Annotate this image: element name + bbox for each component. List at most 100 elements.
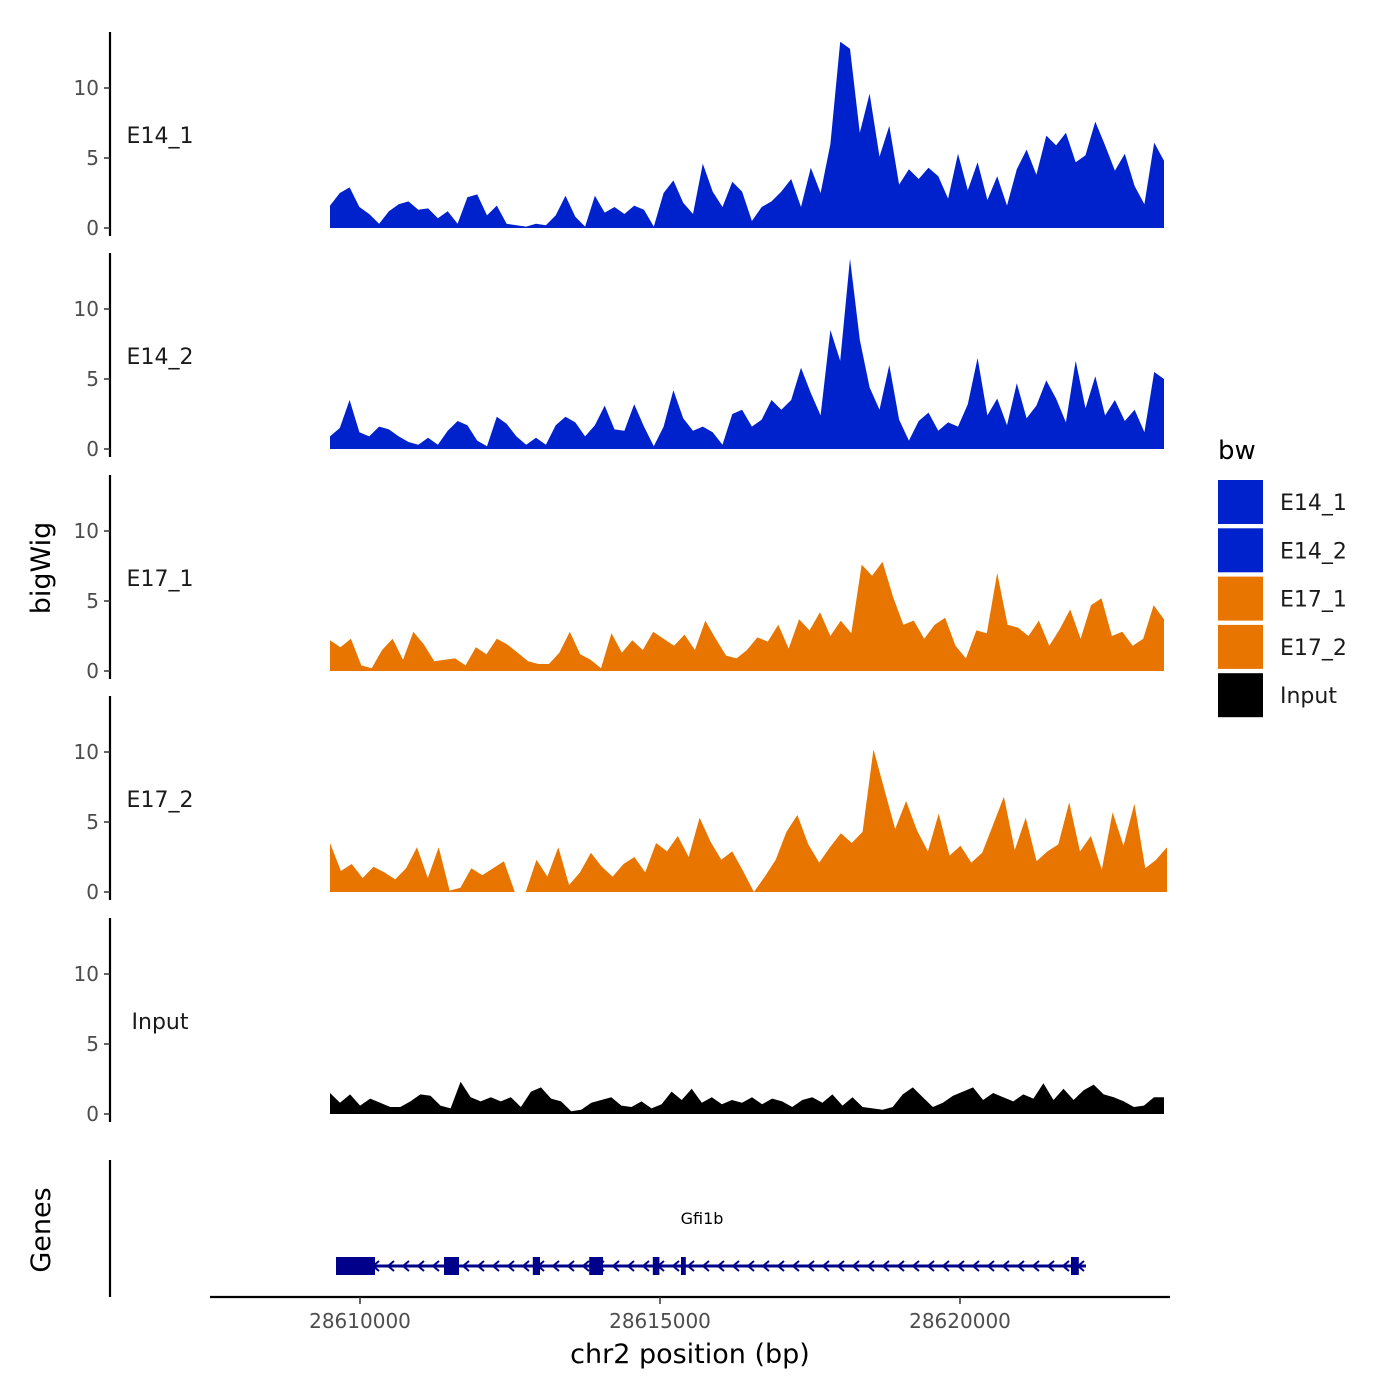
track-E14_1: 0 5 10 E14_1 — [74, 32, 1164, 240]
genes-axis-title: Genes — [26, 1187, 57, 1272]
gene-exon — [444, 1257, 459, 1275]
strand-arrow — [701, 1260, 710, 1272]
track-label: Input — [132, 1010, 189, 1035]
y-tick-label: 5 — [86, 1032, 99, 1056]
y-tick-label: 10 — [74, 962, 99, 986]
strand-arrow — [431, 1260, 440, 1272]
strand-arrow — [1046, 1260, 1055, 1272]
strand-arrow — [476, 1260, 485, 1272]
strand-arrow — [641, 1260, 650, 1272]
strand-arrow — [761, 1260, 770, 1272]
strand-arrow — [971, 1260, 980, 1272]
strand-arrow — [1001, 1260, 1010, 1272]
strand-arrow — [731, 1260, 740, 1272]
y-tick-label: 5 — [86, 367, 99, 391]
y-tick-label: 10 — [74, 740, 99, 764]
gene-name-label: Gfi1b — [681, 1209, 724, 1228]
strand-arrow — [926, 1260, 935, 1272]
legend-swatch-E14_2 — [1218, 528, 1263, 573]
strand-arrow — [836, 1260, 845, 1272]
x-tick-label: 28620000 — [909, 1309, 1011, 1333]
y-tick-label: 0 — [86, 1102, 99, 1126]
strand-arrow — [851, 1260, 860, 1272]
strand-arrow — [776, 1260, 785, 1272]
strand-arrow — [911, 1260, 920, 1272]
y-tick-label: 0 — [86, 437, 99, 461]
signal-area-E17_1 — [330, 561, 1164, 671]
strand-arrow — [1031, 1260, 1040, 1272]
x-tick-label: 28615000 — [609, 1309, 711, 1333]
strand-arrow — [986, 1260, 995, 1272]
legend-label-E14_2: E14_2 — [1280, 539, 1347, 564]
strand-arrow — [611, 1260, 620, 1272]
signal-tracks: 0 5 10 E14_1 0 5 10 E14_2 0 5 10 E17_1 0 5 10 E17_2 0 5 10… — [74, 32, 1167, 1126]
gene-exon — [1071, 1257, 1079, 1275]
strand-arrow — [716, 1260, 725, 1272]
strand-arrow — [506, 1260, 515, 1272]
legend-label-E17_1: E17_1 — [1280, 588, 1347, 613]
track-Input: 0 5 10 Input — [74, 918, 1164, 1126]
y-tick-label: 0 — [86, 880, 99, 904]
x-axis: 28610000 28615000 28620000 — [210, 1295, 1170, 1333]
x-tick-label: 28610000 — [309, 1309, 411, 1333]
legend-label-Input: Input — [1280, 684, 1337, 709]
track-label: E17_2 — [127, 788, 194, 813]
legend-swatch-E17_2 — [1218, 624, 1263, 669]
y-tick-label: 0 — [86, 659, 99, 683]
strand-arrow — [896, 1260, 905, 1272]
track-E14_2: 0 5 10 E14_2 — [74, 253, 1164, 461]
strand-arrow — [866, 1260, 875, 1272]
gene-track: Gfi1b — [108, 1160, 1086, 1297]
gene-exon — [652, 1257, 660, 1275]
signal-area-Input — [330, 1081, 1164, 1114]
strand-arrow — [551, 1260, 560, 1272]
gene-exon — [336, 1257, 375, 1275]
strand-arrow — [416, 1260, 425, 1272]
legend-swatch-Input — [1218, 673, 1263, 718]
track-label: E14_2 — [127, 345, 194, 370]
strand-arrow — [386, 1260, 395, 1272]
legend-swatch-E17_1 — [1218, 576, 1263, 621]
legend: bw E14_1 E14_2 E17_1 E17_2 Input — [1218, 436, 1347, 718]
strand-arrow — [626, 1260, 635, 1272]
strand-arrow — [491, 1260, 500, 1272]
track-label: E17_1 — [127, 567, 194, 592]
signal-area-E17_2 — [330, 749, 1167, 892]
gene-exon — [532, 1257, 540, 1275]
signal-area-E14_1 — [330, 41, 1164, 228]
strand-arrow — [401, 1260, 410, 1272]
strand-arrow — [581, 1260, 590, 1272]
y-axis-title: bigWig — [26, 522, 57, 615]
strand-arrow — [686, 1260, 695, 1272]
strand-arrow — [671, 1260, 680, 1272]
track-E17_2: 0 5 10 E17_2 — [74, 696, 1167, 904]
legend-label-E14_1: E14_1 — [1280, 491, 1347, 516]
strand-arrow — [941, 1260, 950, 1272]
gene-exon — [589, 1257, 603, 1275]
y-tick-label: 5 — [86, 589, 99, 613]
legend-swatch-E14_1 — [1218, 480, 1263, 524]
track-E17_1: 0 5 10 E17_1 — [74, 475, 1164, 683]
signal-area-E14_2 — [330, 258, 1164, 449]
strand-arrow — [1061, 1260, 1070, 1272]
y-tick-label: 5 — [86, 146, 99, 170]
gene-exon — [681, 1257, 686, 1275]
track-label: E14_1 — [127, 124, 194, 149]
strand-arrow — [881, 1260, 890, 1272]
legend-title: bw — [1218, 436, 1256, 466]
strand-arrow — [821, 1260, 830, 1272]
strand-arrow — [461, 1260, 470, 1272]
y-tick-label: 5 — [86, 810, 99, 834]
strand-arrow — [791, 1260, 800, 1272]
strand-arrow — [806, 1260, 815, 1272]
x-axis-title: chr2 position (bp) — [570, 1339, 810, 1370]
y-tick-label: 10 — [74, 297, 99, 321]
legend-label-E17_2: E17_2 — [1280, 636, 1347, 661]
y-tick-label: 10 — [74, 76, 99, 100]
strand-arrow — [521, 1260, 530, 1272]
strand-arrow — [746, 1260, 755, 1272]
strand-arrow — [1016, 1260, 1025, 1272]
y-tick-label: 10 — [74, 519, 99, 543]
y-tick-label: 0 — [86, 216, 99, 240]
